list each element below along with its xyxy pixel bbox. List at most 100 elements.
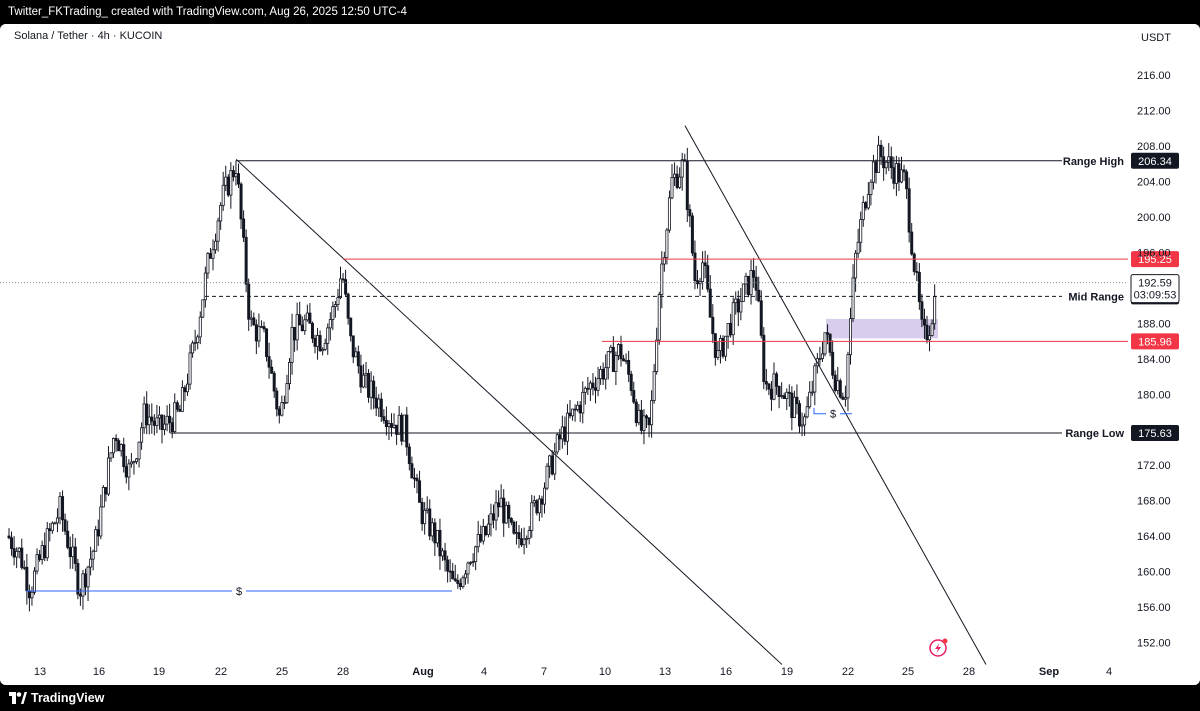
candle [112, 437, 116, 458]
candle-body [887, 156, 891, 163]
candle-body [275, 390, 279, 410]
candle-body [448, 570, 452, 573]
candle-body [170, 422, 174, 433]
candle-body [930, 323, 934, 336]
candle [196, 334, 200, 350]
candle-body [196, 336, 200, 343]
level-name-label[interactable]: Range High [1063, 156, 1124, 168]
price-tag[interactable] [1131, 152, 1179, 169]
candle-body [15, 550, 19, 558]
candle-body [446, 559, 450, 572]
candle-body [203, 272, 207, 301]
candle [854, 250, 858, 292]
candle-body [346, 293, 350, 319]
candle-body [152, 420, 156, 426]
drawings-layer[interactable]: $$ [0, 125, 1128, 665]
candle-body [861, 202, 865, 220]
candle [180, 380, 184, 412]
candle-body [7, 535, 11, 539]
level-name-label[interactable]: Mid Range [1068, 291, 1124, 303]
candle-body [410, 463, 414, 479]
candle-body [132, 461, 136, 464]
last-price-tag[interactable] [1130, 274, 1180, 304]
candle-body [540, 498, 544, 505]
candle-body [892, 167, 896, 184]
candle-body [43, 545, 47, 559]
candle-body [805, 406, 809, 418]
candle-body [690, 215, 694, 254]
candle [282, 395, 286, 410]
candle [486, 514, 490, 538]
candle-body [25, 566, 29, 592]
candle [553, 442, 557, 481]
candle-body [471, 561, 475, 564]
candle-body [754, 276, 758, 291]
candle-body [820, 353, 824, 360]
candle-body [614, 355, 618, 372]
candle [823, 332, 827, 357]
candle-body [280, 402, 284, 416]
candle [596, 366, 600, 397]
candle [221, 171, 225, 211]
candle [211, 239, 215, 271]
symbol-title[interactable]: Solana / Tether · 4h · KUCOIN [14, 30, 162, 42]
candle [134, 457, 138, 465]
candle [583, 386, 587, 405]
candle-body [356, 351, 360, 367]
candle-body [744, 275, 748, 285]
candle [716, 341, 720, 361]
price-tag[interactable] [1131, 424, 1179, 441]
candle [127, 459, 131, 491]
time-tick-label: 22 [215, 666, 227, 678]
candle-body [474, 546, 478, 563]
alert-icon[interactable] [929, 638, 948, 657]
candle [917, 263, 921, 310]
candle [767, 382, 771, 396]
candle [754, 265, 758, 301]
candle [382, 409, 386, 424]
trendline[interactable] [235, 159, 783, 665]
candle [741, 283, 745, 302]
candle [747, 275, 751, 298]
candle [652, 364, 656, 404]
candle-body [713, 333, 717, 358]
candle [109, 452, 113, 463]
candle [400, 412, 404, 446]
price-tick-label: 160.00 [1137, 567, 1171, 579]
candle [642, 409, 646, 445]
candle-body [810, 391, 814, 394]
tradingview-logo[interactable]: TradingView [9, 690, 104, 706]
candle-body [642, 415, 646, 431]
price-axis[interactable]: 216.00 212.00 208.00 204.00 200.00 196.00 188.… [1137, 70, 1171, 649]
candle-body [843, 397, 847, 400]
currency-label[interactable]: USDT [1141, 32, 1171, 44]
candle-body [247, 283, 251, 320]
candle-body [163, 423, 167, 431]
trendline[interactable] [684, 125, 987, 665]
liquidity-line[interactable] [813, 407, 826, 415]
candle-body [145, 403, 149, 426]
price-tag[interactable] [1131, 251, 1179, 268]
candle [884, 160, 888, 175]
time-axis[interactable]: 13 16 19 22 25 28 Aug 4 7 10 13 16 19 22 25 28 Sep 4 [34, 666, 1112, 678]
candle [527, 526, 531, 545]
candle [66, 520, 70, 550]
candle [632, 381, 636, 405]
supply-zone[interactable] [826, 318, 938, 339]
candle [336, 288, 340, 311]
level-name-label[interactable]: Range Low [1065, 428, 1124, 440]
candle [537, 495, 541, 522]
candle-body [33, 570, 37, 593]
candle [35, 548, 39, 575]
candle-body [359, 365, 363, 388]
candle-body [877, 144, 881, 173]
candle [905, 169, 909, 199]
candle [713, 333, 717, 366]
candle [693, 240, 697, 290]
candle-body [211, 249, 215, 259]
candle-body [22, 566, 26, 569]
price-tag[interactable] [1131, 333, 1179, 350]
